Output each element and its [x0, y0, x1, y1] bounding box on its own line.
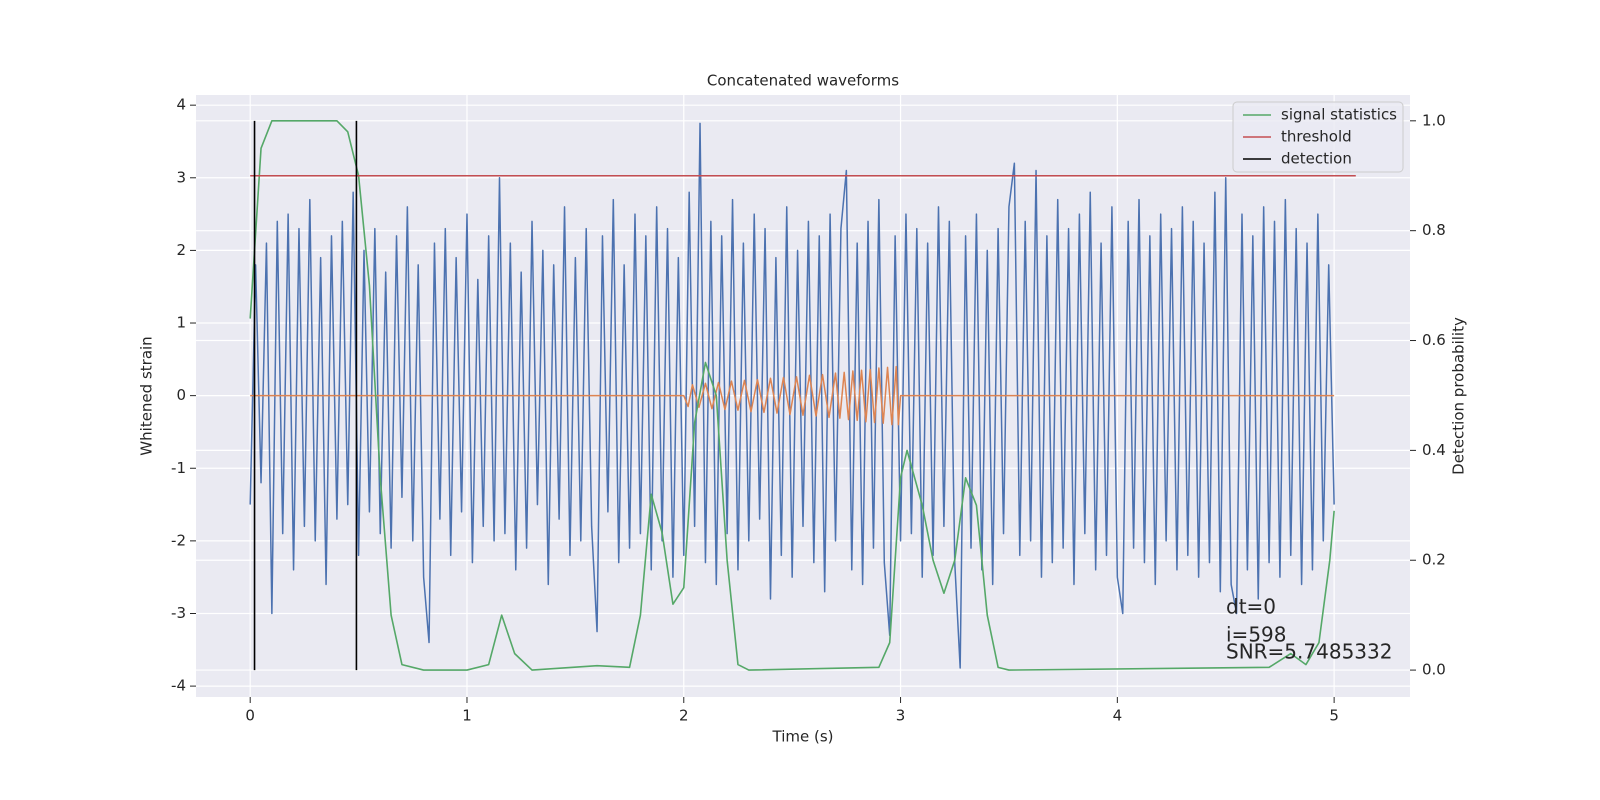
legend-label: signal statistics [1281, 106, 1397, 124]
y2-tick-label: 0.6 [1422, 331, 1446, 349]
series-line [249, 120, 1335, 671]
y-tick-label: 1 [176, 314, 186, 332]
y-tick-label: -1 [171, 459, 186, 477]
y2-axis-label: Detection probability [1450, 317, 1468, 475]
y2-tick-label: 0.4 [1422, 441, 1446, 459]
y-tick-label: 3 [176, 168, 186, 186]
y-tick-label: 0 [176, 386, 186, 404]
y2-tick-label: 1.0 [1422, 111, 1446, 129]
x-tick-label: 0 [245, 707, 255, 725]
legend-label: detection [1281, 150, 1352, 168]
legend-label: threshold [1281, 128, 1352, 146]
chart-title: Concatenated waveforms [707, 72, 899, 90]
x-tick-label: 1 [462, 707, 472, 725]
series-line [249, 122, 1335, 669]
y-axis-label: Whitened strain [138, 336, 156, 455]
legend-box [1232, 101, 1404, 173]
series-line [250, 365, 1335, 426]
y-tick-label: 2 [176, 241, 186, 259]
x-tick-label: 3 [896, 707, 906, 725]
x-tick-label: 2 [679, 707, 689, 725]
grid [196, 95, 1410, 697]
y-tick-label: 4 [176, 96, 186, 114]
y-tick-label: -2 [171, 531, 186, 549]
marks [249, 120, 1356, 671]
legend: signal statistics threshold detection [1232, 101, 1404, 173]
x-axis-label: Time (s) [772, 728, 834, 746]
annotation: SNR=5.7485332 [1226, 640, 1392, 664]
y-tick-label: -3 [171, 604, 186, 622]
y-tick-label: -4 [171, 677, 186, 695]
annotation: i=598 [1226, 623, 1287, 647]
x-tick-label: 5 [1329, 707, 1339, 725]
x-tick-label: 4 [1113, 707, 1123, 725]
y2-tick-label: 0.0 [1422, 661, 1446, 679]
y2-tick-label: 0.8 [1422, 221, 1446, 239]
annotation: dt=0 [1226, 595, 1276, 619]
y2-tick-label: 0.2 [1422, 551, 1446, 569]
